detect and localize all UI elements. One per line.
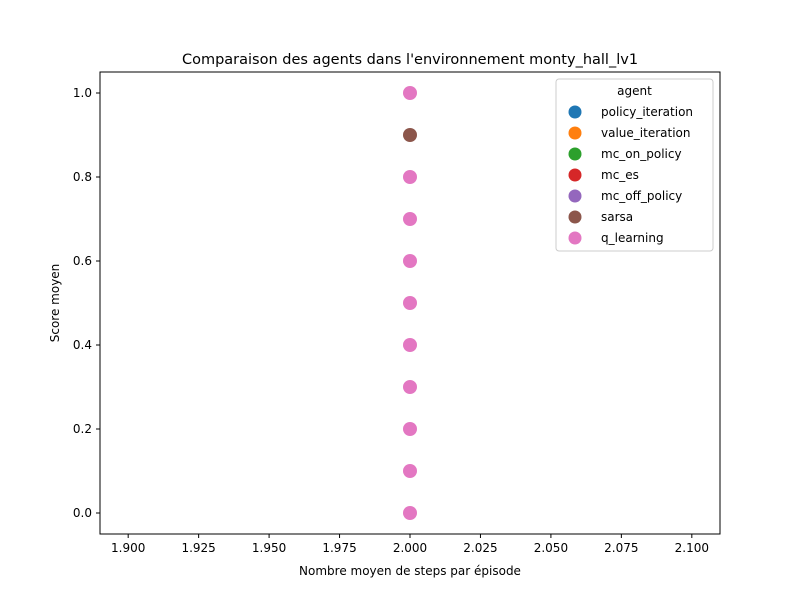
- data-point-q_learning: [403, 212, 417, 226]
- x-axis-label: Nombre moyen de steps par épisode: [299, 564, 521, 578]
- legend-label-q_learning: q_learning: [601, 231, 664, 245]
- legend-marker-policy_iteration: [568, 105, 582, 119]
- data-point-q_learning: [403, 506, 417, 520]
- y-tick-label: 0.8: [73, 170, 92, 184]
- x-tick-label: 2.100: [675, 541, 709, 555]
- data-point-q_learning: [403, 338, 417, 352]
- x-tick-label: 1.975: [322, 541, 356, 555]
- data-point-q_learning: [403, 86, 417, 100]
- legend-label-sarsa: sarsa: [601, 210, 633, 224]
- legend-marker-mc_es: [568, 168, 582, 182]
- data-point-q_learning: [403, 422, 417, 436]
- y-tick-label: 0.4: [73, 338, 92, 352]
- data-point-q_learning: [403, 380, 417, 394]
- legend-marker-q_learning: [568, 231, 582, 245]
- y-axis-ticks: 0.0 0.2 0.4 0.6 0.8 1.0: [73, 86, 100, 520]
- y-tick-label: 0.2: [73, 422, 92, 436]
- legend-box: [555, 78, 714, 252]
- x-tick-label: 1.900: [111, 541, 145, 555]
- legend: agent policy_iteration value_iteration mc_…: [555, 78, 714, 252]
- x-tick-label: 2.025: [463, 541, 497, 555]
- x-tick-label: 1.925: [181, 541, 215, 555]
- x-tick-label: 2.075: [604, 541, 638, 555]
- legend-label-mc_es: mc_es: [601, 168, 639, 182]
- chart-title: Comparaison des agents dans l'environnem…: [182, 52, 638, 68]
- y-tick-label: 0.6: [73, 254, 92, 268]
- data-point-q_learning: [403, 170, 417, 184]
- legend-label-value_iteration: value_iteration: [601, 126, 690, 140]
- legend-marker-mc_off_policy: [568, 189, 582, 203]
- legend-marker-value_iteration: [568, 126, 582, 140]
- y-tick-label: 0.0: [73, 506, 92, 520]
- x-tick-label: 1.950: [252, 541, 286, 555]
- data-point-sarsa: [403, 128, 417, 142]
- x-axis-ticks: 1.900 1.925 1.950 1.975 2.000 2.025 2.050 2.075…: [111, 534, 709, 555]
- legend-label-mc_on_policy: mc_on_policy: [601, 147, 682, 161]
- legend-label-policy_iteration: policy_iteration: [601, 105, 693, 119]
- y-tick-label: 1.0: [73, 86, 92, 100]
- x-tick-label: 2.050: [534, 541, 568, 555]
- legend-items: policy_iteration value_iteration mc_on_pol…: [568, 105, 693, 245]
- x-tick-label: 2.000: [393, 541, 427, 555]
- legend-marker-sarsa: [568, 210, 582, 224]
- data-point-q_learning: [403, 254, 417, 268]
- legend-label-mc_off_policy: mc_off_policy: [601, 189, 682, 203]
- data-point-q_learning: [403, 464, 417, 478]
- y-axis-label: Score moyen: [48, 264, 62, 343]
- plot-area-frame: [99, 71, 721, 535]
- legend-marker-mc_on_policy: [568, 147, 582, 161]
- data-point-q_learning: [403, 296, 417, 310]
- data-points: [403, 86, 417, 520]
- legend-title: agent: [617, 84, 652, 98]
